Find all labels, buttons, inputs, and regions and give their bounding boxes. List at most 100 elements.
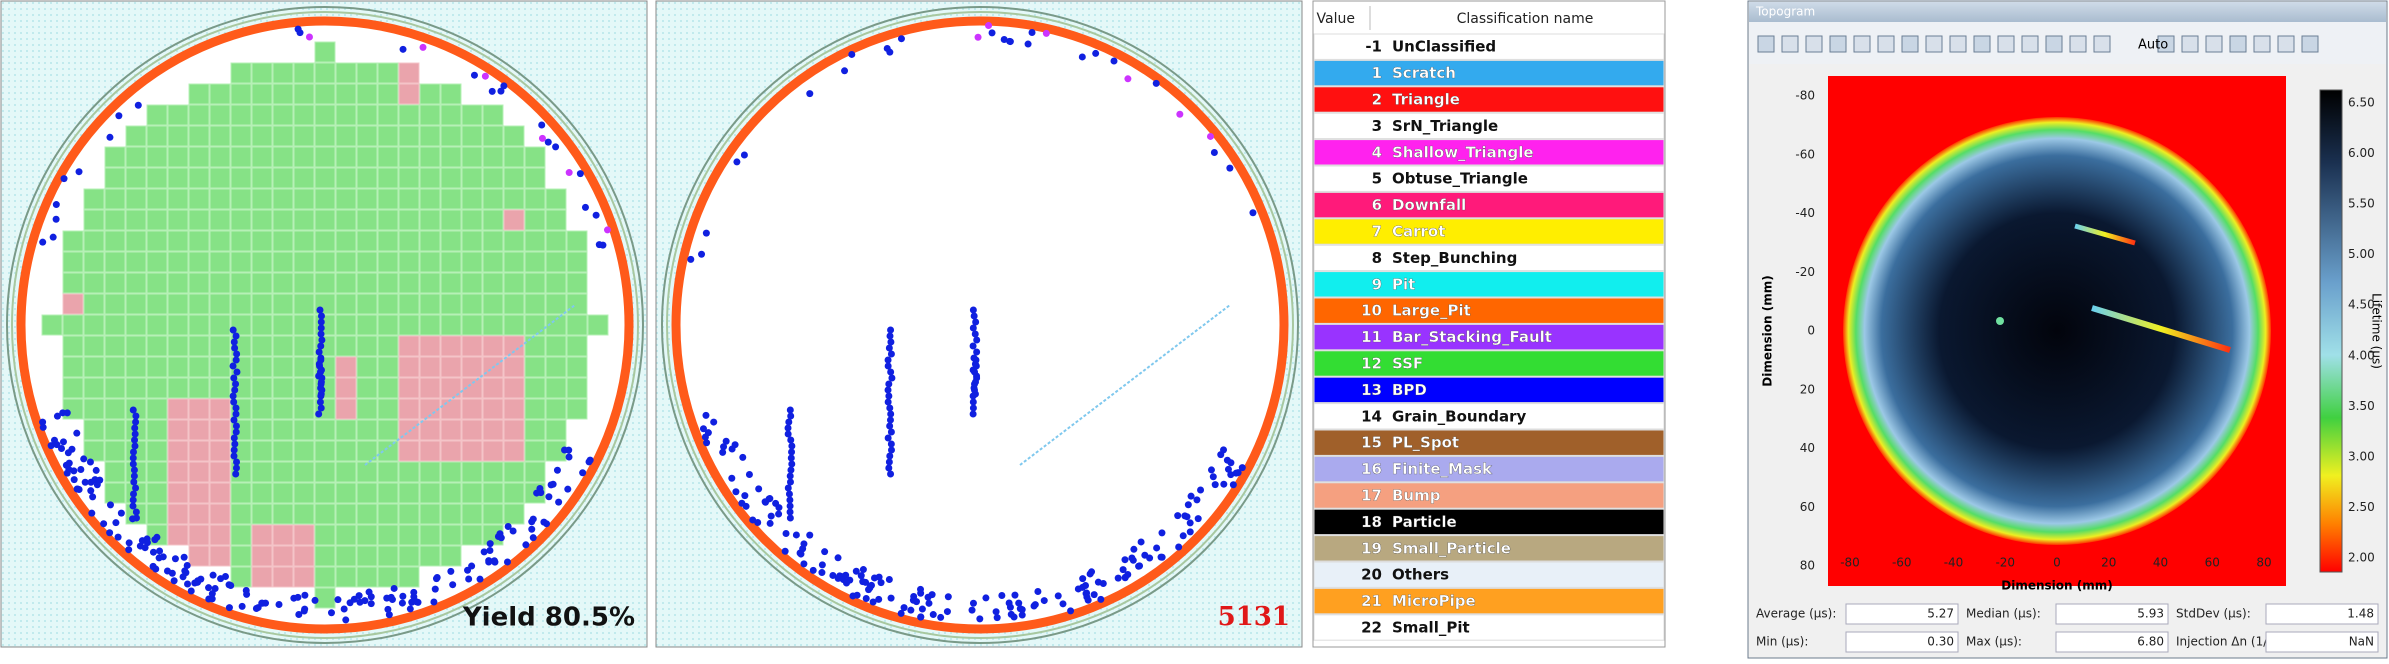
die (503, 209, 525, 231)
defect-dot (134, 101, 142, 109)
defect-dot (1024, 40, 1032, 48)
die (146, 419, 168, 441)
die (188, 272, 210, 294)
die (524, 356, 546, 378)
die (419, 251, 441, 273)
y-tick-label: 80 (1800, 559, 1815, 573)
defect-dot (579, 469, 587, 477)
die (440, 419, 462, 441)
die (335, 230, 357, 252)
toolbar-icon (2021, 35, 2039, 53)
defect-dot (230, 398, 238, 406)
defect-dot (355, 592, 363, 600)
legend-name: Particle (1392, 513, 1457, 531)
die (440, 293, 462, 315)
die (461, 146, 483, 168)
defect-dot (232, 470, 240, 478)
die (209, 503, 231, 525)
die (83, 293, 105, 315)
defect-dot (481, 72, 489, 80)
die (146, 314, 168, 336)
defect-dot (399, 45, 407, 53)
defect-dot (88, 509, 96, 517)
defect-dot (59, 438, 67, 446)
defect-dot (77, 466, 85, 474)
die (272, 230, 294, 252)
defect-dot (993, 614, 1001, 622)
stat-value: 0.30 (1927, 635, 1954, 649)
die (482, 272, 504, 294)
die (167, 461, 189, 483)
defect-dot (1007, 610, 1015, 618)
defect-dot (315, 360, 323, 368)
defect-dot (1184, 501, 1192, 509)
die (251, 356, 273, 378)
die (419, 545, 441, 567)
die (125, 167, 147, 189)
defect-dot (565, 453, 573, 461)
die (146, 356, 168, 378)
defect-dot (316, 306, 324, 314)
defect-dot (792, 531, 800, 539)
die (188, 293, 210, 315)
die (503, 125, 525, 147)
die (272, 83, 294, 105)
defect-dot (787, 412, 795, 420)
die (461, 230, 483, 252)
defect-dot (943, 608, 951, 616)
y-tick-label: -60 (1795, 147, 1815, 161)
die (461, 377, 483, 399)
defect-dot (722, 437, 730, 445)
defect-dot (719, 448, 727, 456)
defect-dot (887, 440, 895, 448)
wafer-outline (661, 6, 1299, 644)
die (524, 146, 546, 168)
die (545, 209, 567, 231)
die (251, 419, 273, 441)
defect-dot (1054, 592, 1062, 600)
defect-dot (937, 613, 945, 621)
die (167, 230, 189, 252)
die (440, 125, 462, 147)
die (188, 335, 210, 357)
die (398, 377, 420, 399)
x-tick-label: -20 (1995, 556, 2015, 570)
die (356, 524, 378, 546)
die (41, 314, 63, 336)
die (293, 503, 315, 525)
defect-dot (818, 569, 826, 577)
die (188, 209, 210, 231)
defect-dot (149, 563, 157, 571)
defect-dot (788, 460, 796, 468)
defect-dot (885, 392, 893, 400)
die (167, 293, 189, 315)
defect-dot (875, 595, 883, 603)
defect-dot (447, 567, 455, 575)
die (356, 356, 378, 378)
die (335, 167, 357, 189)
wafer-outline (6, 6, 644, 644)
die (377, 419, 399, 441)
defect-dot (233, 458, 241, 466)
defect-dot (897, 35, 905, 43)
die (419, 461, 441, 483)
defect-dot (565, 446, 573, 454)
die (440, 230, 462, 252)
defect-dot (1006, 603, 1014, 611)
y-tick-label: -80 (1795, 89, 1815, 103)
die (440, 545, 462, 567)
defect-dot (488, 87, 496, 95)
die (419, 377, 441, 399)
defect-dot (1121, 556, 1129, 564)
defect-dot (1179, 532, 1187, 540)
defect-dot (698, 250, 706, 258)
die (146, 146, 168, 168)
die (461, 503, 483, 525)
die (272, 545, 294, 567)
die (104, 167, 126, 189)
die (335, 419, 357, 441)
die (188, 377, 210, 399)
die (335, 188, 357, 210)
defect-dot (784, 424, 792, 432)
stat-box (2265, 631, 2379, 653)
